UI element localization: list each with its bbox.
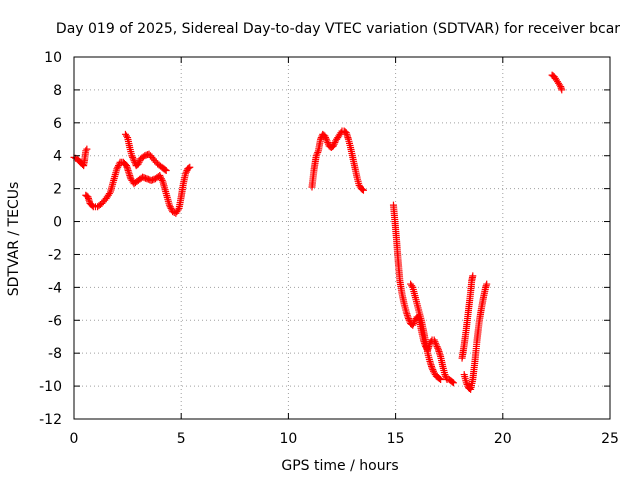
- data-point: [441, 371, 449, 379]
- data-point: [442, 372, 450, 380]
- data-point: [186, 163, 194, 171]
- data-point: [330, 140, 338, 148]
- axis-ticks: 0 5 10 15 20 25 -12 -10 -8 -6 -4 -2 0 2 4 6 8 10: [39, 50, 619, 447]
- y-tick-label: -2: [48, 247, 62, 263]
- data-point: [114, 163, 122, 171]
- data-point: [135, 158, 143, 166]
- x-axis-label: GPS time / hours: [281, 458, 398, 474]
- data-point: [157, 175, 165, 183]
- x-tick-label: 20: [494, 431, 512, 447]
- data-point: [428, 364, 436, 372]
- data-point: [462, 379, 470, 387]
- data-point: [329, 142, 337, 150]
- y-axis-label: SDTVAR / TECUs: [6, 182, 22, 297]
- data-point: [161, 166, 169, 174]
- data-point: [469, 272, 477, 280]
- data-point: [82, 147, 90, 155]
- data-point: [448, 378, 456, 386]
- data-point: [165, 201, 173, 209]
- data-point: [314, 148, 322, 156]
- data-point: [158, 176, 166, 184]
- data-point: [463, 380, 471, 388]
- data-point: [409, 321, 417, 329]
- plot-frame: [73, 56, 611, 420]
- data-point: [156, 171, 164, 179]
- data-point: [157, 173, 165, 181]
- y-tick-label: -8: [48, 346, 62, 362]
- data-point: [434, 344, 442, 352]
- data-point: [113, 165, 121, 173]
- data-point: [83, 145, 91, 153]
- data-point: [322, 135, 330, 143]
- data-point: [162, 167, 170, 175]
- gridlines: [74, 57, 610, 419]
- data-point: [449, 379, 457, 387]
- y-tick-label: -10: [39, 379, 62, 395]
- y-tick-label: 8: [53, 83, 62, 99]
- x-tick-label: 15: [387, 431, 405, 447]
- data-point: [556, 81, 564, 89]
- data-point: [114, 162, 122, 170]
- y-tick-label: 2: [53, 182, 62, 198]
- data-point: [134, 160, 142, 168]
- data-point: [358, 185, 366, 193]
- x-tick-label: 5: [177, 431, 186, 447]
- data-point: [105, 190, 113, 198]
- data-point: [129, 153, 137, 161]
- data-point: [408, 282, 416, 290]
- y-tick-label: -6: [48, 313, 62, 329]
- data-point: [429, 366, 437, 374]
- chart-title: Day 019 of 2025, Sidereal Day-to-day VTE…: [56, 21, 620, 37]
- data-point: [313, 150, 321, 158]
- y-tick-label: -4: [48, 280, 62, 296]
- y-tick-label: 6: [53, 116, 62, 132]
- data-point: [433, 343, 441, 351]
- data-point: [185, 164, 193, 172]
- data-series: [70, 71, 566, 393]
- y-tick-label: 4: [53, 149, 62, 165]
- data-point: [431, 338, 439, 346]
- data-point: [182, 168, 190, 176]
- data-point: [436, 375, 444, 383]
- data-point: [359, 186, 367, 194]
- data-point: [323, 137, 331, 145]
- data-point: [181, 170, 189, 178]
- data-point: [123, 132, 131, 140]
- data-point: [167, 204, 175, 212]
- data-point: [432, 341, 440, 349]
- data-point: [404, 315, 412, 323]
- y-tick-label: 10: [44, 50, 62, 66]
- data-point: [558, 86, 566, 94]
- data-point: [483, 280, 491, 288]
- x-tick-label: 10: [279, 431, 297, 447]
- data-point: [409, 320, 417, 328]
- x-tick-label: 0: [70, 431, 79, 447]
- data-point: [129, 155, 137, 163]
- data-point: [321, 132, 329, 140]
- x-tick-label: 25: [601, 431, 619, 447]
- data-point: [324, 139, 332, 147]
- data-point: [322, 134, 330, 142]
- y-tick-label: -12: [39, 412, 62, 428]
- y-tick-label: 0: [53, 215, 62, 231]
- data-point: [432, 339, 440, 347]
- data-point: [312, 152, 320, 160]
- data-point: [166, 203, 174, 211]
- data-point: [128, 152, 136, 160]
- data-point: [88, 202, 96, 210]
- data-point: [430, 336, 438, 344]
- data-point: [174, 206, 182, 214]
- data-point: [437, 376, 445, 384]
